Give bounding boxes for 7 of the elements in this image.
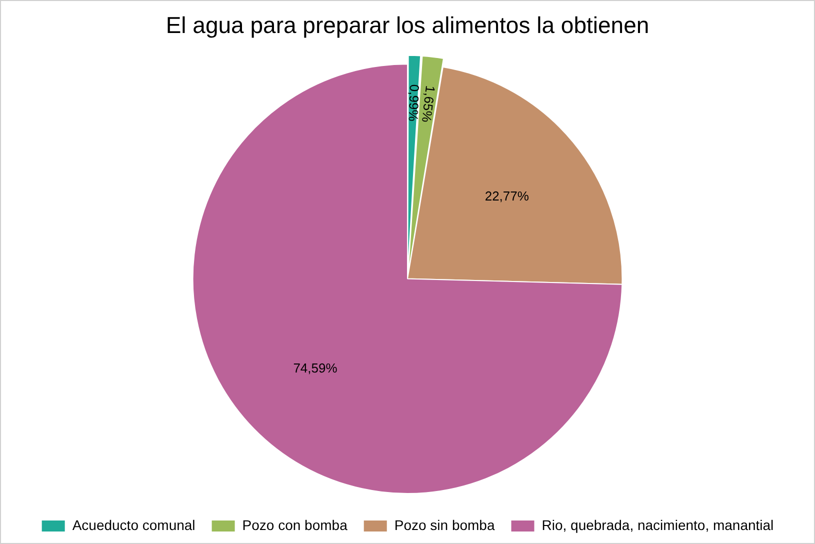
- data-label: 22,77%: [484, 188, 530, 204]
- legend-label: Pozo sin bomba: [394, 516, 495, 533]
- legend-label: Acueducto comunal: [72, 516, 196, 533]
- legend-label: Rio, quebrada, nacimiento, manantial: [542, 516, 774, 533]
- legend-label: Pozo con bomba: [242, 516, 348, 533]
- data-label: 74,59%: [293, 360, 338, 376]
- chart-title: El agua para preparar los alimentos la obtienen: [166, 12, 650, 38]
